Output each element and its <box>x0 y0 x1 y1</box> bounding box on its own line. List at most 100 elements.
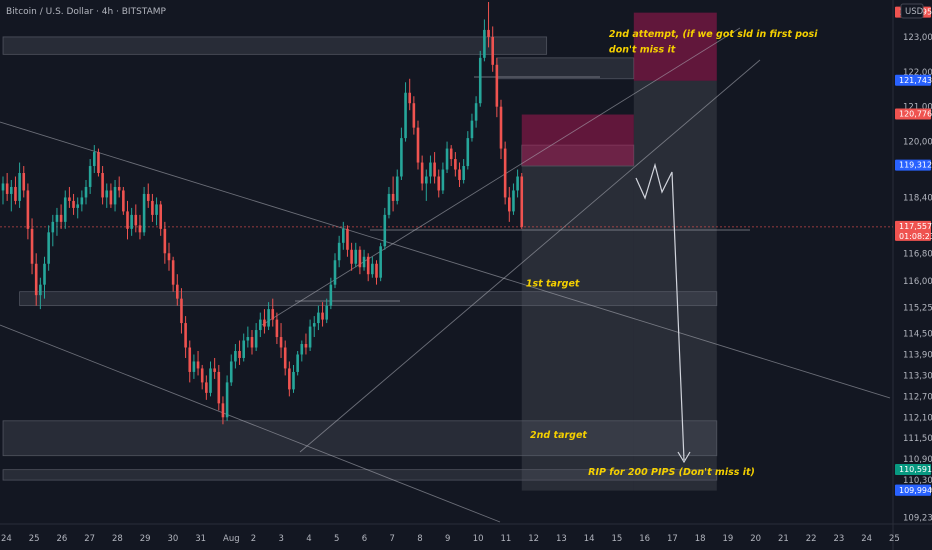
time-tick: 15 <box>612 534 623 544</box>
price-badge-neutral[interactable]: 119,312 <box>895 159 932 171</box>
candle-body <box>379 246 382 278</box>
trendline-1 <box>0 324 501 523</box>
price-badge-target[interactable]: 110,591 <box>895 463 932 475</box>
price-tick: 122,000 <box>903 68 932 78</box>
currency-text: USD <box>905 7 924 17</box>
candle <box>437 169 441 198</box>
zone-support-4 <box>2 420 718 457</box>
candle-body <box>242 340 245 358</box>
candle <box>188 340 192 383</box>
time-tick: 30 <box>168 534 179 544</box>
candle-body <box>117 186 121 191</box>
candle <box>130 207 133 236</box>
candle-body <box>246 337 250 341</box>
candle-body <box>97 152 100 174</box>
position-target-1 <box>633 80 717 491</box>
candle-body <box>30 228 34 264</box>
price-tick: 113,300 <box>903 371 932 381</box>
candle-body <box>478 57 482 104</box>
candle <box>395 169 399 205</box>
candle-body <box>474 103 478 121</box>
price-tick: 109,230 <box>903 513 932 523</box>
price-badge-bg <box>895 463 931 475</box>
candle <box>93 145 96 174</box>
candle-body <box>346 228 349 250</box>
time-tick: 2 <box>251 534 256 544</box>
candle <box>292 364 295 393</box>
candle <box>39 277 42 310</box>
candle-body <box>88 166 92 187</box>
time-tick: 25 <box>889 534 900 544</box>
candle-body <box>300 344 304 355</box>
currency-label[interactable]: USD <box>900 3 924 19</box>
candle-body <box>337 242 341 261</box>
candle <box>51 214 55 247</box>
candle-body <box>279 337 283 348</box>
candle-body <box>395 176 399 201</box>
time-tick: 7 <box>390 534 395 544</box>
candle-body <box>358 249 362 268</box>
zone-resistance-2 <box>521 144 635 167</box>
candle <box>101 166 104 205</box>
candle <box>288 361 291 397</box>
candle <box>1 176 5 205</box>
candle-body <box>458 169 461 180</box>
candle <box>300 340 304 362</box>
price-badge-neutral[interactable]: 121,743 <box>895 74 932 86</box>
candle-body <box>250 337 254 348</box>
position-target-0 <box>521 165 634 491</box>
candle-body <box>275 319 279 338</box>
candle-body <box>425 176 428 184</box>
time-tick: 20 <box>750 534 761 544</box>
candle-body <box>167 253 171 261</box>
candle <box>200 364 204 390</box>
candle-body <box>483 29 486 58</box>
candle <box>512 183 515 215</box>
annotation-2: 1st target <box>526 278 580 289</box>
time-tick: 21 <box>778 534 789 544</box>
candle-body <box>18 173 21 201</box>
annotation-0: 2nd attempt, (if we got sld in first pos… <box>609 29 818 40</box>
candle-body <box>184 323 187 348</box>
candle-body <box>26 190 30 229</box>
candle <box>371 256 374 278</box>
candle <box>279 323 283 358</box>
price-badge-stop[interactable]: 120,776 <box>895 108 932 120</box>
projection-arrowhead <box>677 451 691 464</box>
candle-body <box>312 323 316 327</box>
candle <box>487 2 490 48</box>
candle-body <box>308 326 312 348</box>
time-tick: 24 <box>861 534 872 544</box>
price-tick: 111,500 <box>903 434 932 444</box>
annotation-3: 2nd target <box>530 430 587 441</box>
price-badge-neutral[interactable]: 109,994 <box>895 484 932 496</box>
candle-body <box>292 371 295 390</box>
time-tick: 23 <box>834 534 845 544</box>
candle-body <box>454 159 457 170</box>
candle-body <box>101 173 104 198</box>
candle-body <box>159 204 162 229</box>
candle <box>184 316 187 358</box>
time-axis[interactable]: 24 25 26 27 28 29 30 31 Aug 2 3 4 5 6 7 8 9 10 11 12 13 14 15 1… <box>1 534 900 544</box>
candle <box>350 242 353 271</box>
time-tick: 4 <box>306 534 311 544</box>
trendlines <box>0 27 893 523</box>
candle <box>213 357 216 379</box>
candle-body <box>122 190 125 212</box>
candle-body <box>304 344 308 348</box>
time-tick: 11 <box>501 534 512 544</box>
candle <box>275 312 279 345</box>
candles <box>1 2 524 425</box>
trendline-2 <box>261 27 741 326</box>
candle-body <box>205 382 208 393</box>
price-tick: 123,000 <box>903 33 932 43</box>
price-axis[interactable]: 123,000 122,000 121,000 120,000 118,400 116,8… <box>895 6 932 524</box>
projection-path <box>635 162 685 461</box>
candle <box>109 183 113 208</box>
time-tick: 3 <box>279 534 284 544</box>
zone-resistance-1 <box>496 57 635 80</box>
